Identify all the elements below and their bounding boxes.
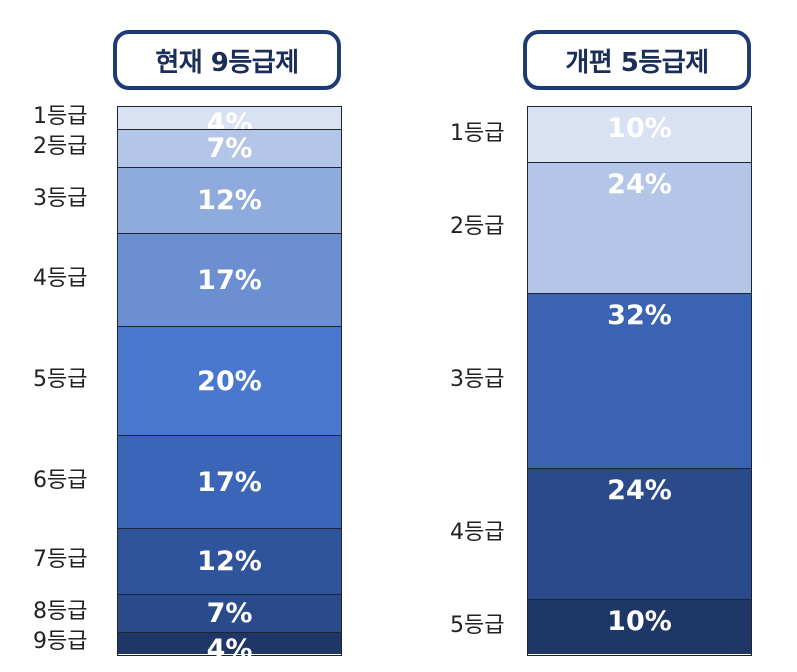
grade-percent-2: 7%	[206, 133, 253, 164]
grade-label-2: 2등급	[450, 214, 505, 239]
grade-segment-3: 12%	[118, 167, 341, 233]
grade-segment-1: 4%	[118, 107, 341, 139]
grade-label-7: 7등급	[33, 547, 88, 572]
grade-segment-2: 7%	[118, 129, 341, 167]
current-system-title: 현재 9등급제	[113, 30, 341, 90]
grade-segment-7: 12%	[118, 528, 341, 594]
reform-system-title: 개편 5등급제	[523, 30, 751, 90]
grade-percent-3: 32%	[607, 300, 672, 331]
grade-label-1: 1등급	[450, 121, 505, 146]
current-grade-stack: 4% 7% 12% 17% 20% 17% 12% 7% 4%	[117, 106, 342, 665]
grade-percent-8: 7%	[206, 598, 253, 629]
grade-segment-8: 7%	[118, 594, 341, 632]
grade-label-5: 5등급	[33, 367, 88, 392]
grade-segment-6: 17%	[118, 435, 341, 528]
grade-segment-9: 4%	[118, 632, 341, 665]
grade-label-3: 3등급	[33, 186, 88, 211]
grade-segment-2: 24%	[528, 162, 751, 293]
grade-percent-3: 12%	[197, 185, 262, 216]
grade-segment-4: 24%	[528, 468, 751, 599]
grade-percent-4: 24%	[607, 475, 672, 506]
grade-percent-5: 10%	[607, 606, 672, 637]
grade-label-9: 9등급	[33, 629, 88, 654]
grade-label-3: 3등급	[450, 367, 505, 392]
reform-grade-stack: 10% 24% 32% 24% 10%	[527, 106, 752, 656]
grade-percent-7: 12%	[197, 546, 262, 577]
grade-segment-3: 32%	[528, 293, 751, 468]
grade-percent-2: 24%	[607, 169, 672, 200]
grade-segment-1: 10%	[528, 107, 751, 162]
grade-label-1: 1등급	[33, 104, 88, 129]
grade-label-4: 4등급	[33, 266, 88, 291]
grade-label-4: 4등급	[450, 520, 505, 545]
grade-percent-1: 10%	[607, 113, 672, 144]
grade-segment-5: 10%	[528, 599, 751, 654]
grade-segment-5: 20%	[118, 326, 341, 435]
grade-percent-4: 17%	[197, 265, 262, 296]
grade-segment-4: 17%	[118, 233, 341, 326]
grade-label-5: 5등급	[450, 613, 505, 638]
grade-label-2: 2등급	[33, 134, 88, 159]
grade-percent-9: 4%	[206, 634, 253, 665]
grade-percent-5: 20%	[197, 366, 262, 397]
grade-label-8: 8등급	[33, 599, 88, 624]
grade-label-6: 6등급	[33, 468, 88, 493]
grade-percent-6: 17%	[197, 467, 262, 498]
